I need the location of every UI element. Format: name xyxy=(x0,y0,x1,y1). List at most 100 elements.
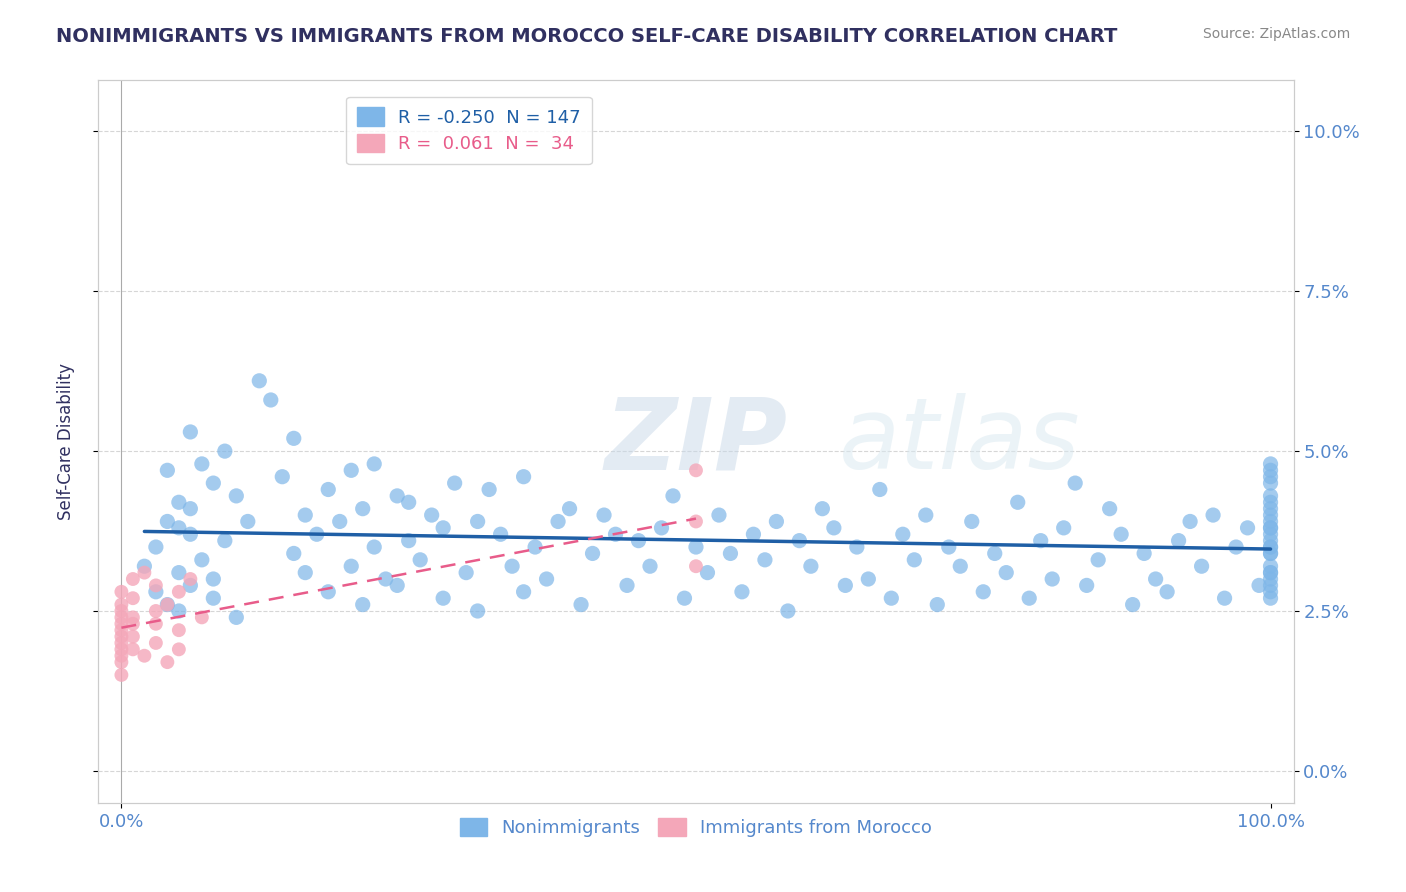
Point xyxy=(1260,489,1282,503)
Point xyxy=(1213,591,1236,606)
Point xyxy=(1144,572,1167,586)
Point xyxy=(858,572,880,586)
Point xyxy=(398,495,420,509)
Point xyxy=(1260,469,1282,483)
Point xyxy=(720,546,742,560)
Point xyxy=(247,374,270,388)
Point xyxy=(156,655,179,669)
Point xyxy=(1260,566,1282,580)
Point xyxy=(110,642,132,657)
Point xyxy=(110,630,132,644)
Point xyxy=(1156,584,1178,599)
Point xyxy=(547,515,569,529)
Point xyxy=(110,610,132,624)
Point xyxy=(1178,515,1201,529)
Point xyxy=(662,489,685,503)
Point xyxy=(110,584,132,599)
Point xyxy=(110,616,132,631)
Point xyxy=(1064,476,1087,491)
Point xyxy=(742,527,765,541)
Point xyxy=(420,508,443,522)
Point xyxy=(110,623,132,637)
Point xyxy=(179,425,201,439)
Point xyxy=(214,444,236,458)
Point xyxy=(363,540,385,554)
Point xyxy=(145,578,167,592)
Point xyxy=(145,616,167,631)
Point xyxy=(260,392,283,407)
Point xyxy=(1260,476,1282,491)
Point xyxy=(363,457,385,471)
Point xyxy=(202,572,225,586)
Point xyxy=(696,566,718,580)
Point xyxy=(122,591,145,606)
Point xyxy=(1260,527,1282,541)
Point xyxy=(110,648,132,663)
Point xyxy=(949,559,972,574)
Legend: Nonimmigrants, Immigrants from Morocco: Nonimmigrants, Immigrants from Morocco xyxy=(453,811,939,845)
Point xyxy=(432,591,454,606)
Point xyxy=(616,578,638,592)
Point xyxy=(869,483,891,497)
Point xyxy=(110,668,132,682)
Point xyxy=(811,501,834,516)
Point xyxy=(845,540,868,554)
Point xyxy=(202,591,225,606)
Text: NONIMMIGRANTS VS IMMIGRANTS FROM MOROCCO SELF-CARE DISABILITY CORRELATION CHART: NONIMMIGRANTS VS IMMIGRANTS FROM MOROCCO… xyxy=(56,27,1118,45)
Point xyxy=(167,604,190,618)
Point xyxy=(823,521,845,535)
Point xyxy=(167,566,190,580)
Point xyxy=(145,584,167,599)
Point xyxy=(167,495,190,509)
Point xyxy=(134,648,156,663)
Point xyxy=(765,515,787,529)
Point xyxy=(1260,546,1282,560)
Point xyxy=(1109,527,1132,541)
Point xyxy=(110,604,132,618)
Point xyxy=(638,559,661,574)
Point xyxy=(685,515,707,529)
Point xyxy=(179,572,201,586)
Point xyxy=(145,604,167,618)
Point xyxy=(1087,553,1109,567)
Point xyxy=(1167,533,1189,548)
Point xyxy=(1236,521,1258,535)
Point xyxy=(467,515,489,529)
Text: atlas: atlas xyxy=(839,393,1081,490)
Point xyxy=(605,527,627,541)
Point xyxy=(880,591,903,606)
Point xyxy=(1260,540,1282,554)
Point xyxy=(984,546,1007,560)
Point xyxy=(650,521,672,535)
Point xyxy=(1260,578,1282,592)
Point xyxy=(110,598,132,612)
Point xyxy=(627,533,650,548)
Point xyxy=(1260,495,1282,509)
Point xyxy=(305,527,328,541)
Point xyxy=(167,642,190,657)
Point xyxy=(707,508,730,522)
Point xyxy=(1260,521,1282,535)
Point xyxy=(1098,501,1121,516)
Point xyxy=(1260,572,1282,586)
Point xyxy=(789,533,811,548)
Point xyxy=(536,572,558,586)
Point xyxy=(191,610,214,624)
Point xyxy=(329,515,352,529)
Point xyxy=(316,584,339,599)
Point xyxy=(489,527,512,541)
Point xyxy=(122,642,145,657)
Point xyxy=(914,508,936,522)
Point xyxy=(1053,521,1076,535)
Point xyxy=(179,578,201,592)
Point xyxy=(179,527,201,541)
Point xyxy=(352,598,374,612)
Point xyxy=(903,553,925,567)
Point xyxy=(512,469,534,483)
Point xyxy=(1260,501,1282,516)
Point xyxy=(938,540,960,554)
Point xyxy=(685,540,707,554)
Point xyxy=(294,566,316,580)
Point xyxy=(225,610,247,624)
Point xyxy=(340,463,363,477)
